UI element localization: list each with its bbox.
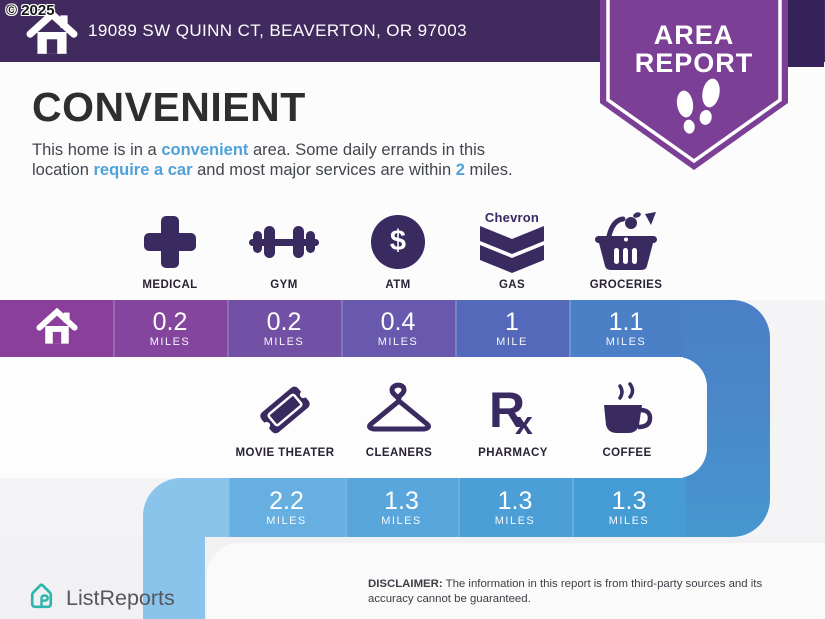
disclaimer-label: DISCLAIMER: bbox=[368, 578, 443, 590]
desc-part: and most major services are within bbox=[192, 160, 456, 179]
badge-title-line1: AREA bbox=[653, 20, 735, 50]
distance-segment-groceries: 1.1 MILES bbox=[569, 300, 683, 357]
distance-value: 0.2 bbox=[152, 307, 188, 336]
distance-segment-gym: 0.2 MILES bbox=[227, 300, 341, 357]
distance-value: 1.3 bbox=[384, 486, 419, 515]
desc-part: area. Some daily errands in this bbox=[248, 141, 486, 159]
badge-title-line2: REPORT bbox=[634, 48, 754, 78]
service-label: ATM bbox=[385, 279, 411, 291]
service-movie-theater: MOVIE THEATER bbox=[228, 372, 342, 464]
rx-x-glyph: x bbox=[515, 404, 533, 441]
disclaimer-text: DISCLAIMER: The information in this repo… bbox=[368, 577, 810, 606]
path-left-curve bbox=[143, 478, 228, 537]
distance-unit: MILES bbox=[377, 335, 419, 348]
dumbbell-icon bbox=[247, 204, 321, 279]
service-label: PHARMACY bbox=[478, 447, 548, 459]
rx-r-glyph: R bbox=[489, 381, 526, 438]
desc-part: location bbox=[32, 160, 94, 179]
distance-unit: MILES bbox=[608, 514, 650, 527]
distance-value: 1 bbox=[505, 307, 519, 336]
distance-value: 0.2 bbox=[266, 307, 302, 336]
distance-segment-movie-theater: 2.2 MILES bbox=[228, 478, 345, 537]
disclaimer-body: The information in this report is from t… bbox=[368, 578, 763, 605]
distance-unit: MILES bbox=[494, 514, 536, 527]
gas-brand-text: Chevron bbox=[484, 210, 540, 225]
middle-card bbox=[0, 357, 707, 478]
listreports-house-icon bbox=[26, 579, 57, 617]
distance-value: 0.4 bbox=[380, 307, 416, 336]
service-label: COFFEE bbox=[602, 447, 652, 459]
distance-segment-atm: 0.4 MILES bbox=[341, 300, 455, 357]
area-report-badge: AREA REPORT bbox=[600, 0, 788, 172]
distance-value: 1.3 bbox=[497, 486, 533, 515]
ticket-icon bbox=[252, 372, 318, 447]
distance-unit: MILES bbox=[149, 335, 191, 348]
distance-value: 1.3 bbox=[611, 486, 647, 515]
service-label: CLEANERS bbox=[365, 447, 433, 459]
service-label: MEDICAL bbox=[142, 279, 198, 291]
property-address: 19089 SW QUINN CT, BEAVERTON, OR 97003 bbox=[88, 21, 467, 40]
service-label: MOVIE THEATER bbox=[235, 447, 335, 459]
service-medical: MEDICAL bbox=[113, 204, 227, 296]
distance-segment-gas: 1 MILE bbox=[455, 300, 569, 357]
path-bottom-strip bbox=[143, 534, 205, 619]
hanger-icon bbox=[366, 372, 432, 447]
bar1-home-segment bbox=[0, 300, 113, 357]
distance-segment-cleaners: 1.3 MILES bbox=[345, 478, 458, 537]
distance-value: 2.2 bbox=[269, 486, 304, 515]
service-coffee: COFFEE bbox=[570, 372, 684, 464]
description-text: This home is in a convenient area. Some … bbox=[32, 141, 577, 180]
home-icon bbox=[26, 5, 78, 64]
distance-unit: MILE bbox=[496, 335, 528, 348]
desc-highlight: 2 bbox=[455, 160, 465, 179]
desc-highlight: require a car bbox=[93, 160, 193, 179]
distance-unit: MILES bbox=[381, 514, 422, 527]
distance-value: 1.1 bbox=[608, 307, 644, 336]
distance-unit: MILES bbox=[266, 514, 307, 527]
distance-unit: MILES bbox=[605, 335, 647, 348]
page-title: CONVENIENT bbox=[32, 84, 306, 130]
service-label: GROCERIES bbox=[589, 279, 663, 291]
service-gas: Chevron GAS bbox=[455, 204, 569, 296]
listreports-logo: ListReports bbox=[26, 579, 175, 617]
service-gym: GYM bbox=[227, 204, 341, 296]
distance-segment-pharmacy: 1.3 MILES bbox=[458, 478, 572, 537]
service-cleaners: CLEANERS bbox=[342, 372, 456, 464]
services-row-1: MEDICAL GYM $ ATM Chevr bbox=[113, 204, 683, 296]
footer-card bbox=[207, 543, 825, 619]
service-groceries: GROCERIES bbox=[569, 204, 683, 296]
service-label: GAS bbox=[498, 279, 526, 291]
chevron-gas-logo-icon: Chevron bbox=[480, 204, 544, 279]
home-icon bbox=[35, 305, 78, 352]
header-corner-block bbox=[782, 0, 824, 67]
desc-highlight: convenient bbox=[161, 141, 249, 159]
desc-part: miles. bbox=[464, 160, 513, 179]
medical-cross-icon bbox=[141, 204, 199, 279]
footprints-icon bbox=[676, 78, 720, 134]
distance-segment-medical: 0.2 MILES bbox=[113, 300, 227, 357]
grocery-basket-icon bbox=[593, 204, 659, 279]
dollar-glyph: $ bbox=[389, 225, 407, 257]
distance-segment-coffee: 1.3 MILES bbox=[572, 478, 686, 537]
desc-part: This home is in a bbox=[32, 141, 162, 159]
distance-unit: MILES bbox=[263, 335, 305, 348]
listreports-wordmark: ListReports bbox=[66, 585, 175, 610]
dollar-circle-icon: $ bbox=[371, 204, 425, 279]
service-atm: $ ATM bbox=[341, 204, 455, 296]
coffee-cup-icon bbox=[596, 372, 658, 447]
copyright-watermark: © 2025 bbox=[6, 2, 55, 19]
service-label: GYM bbox=[270, 279, 298, 291]
